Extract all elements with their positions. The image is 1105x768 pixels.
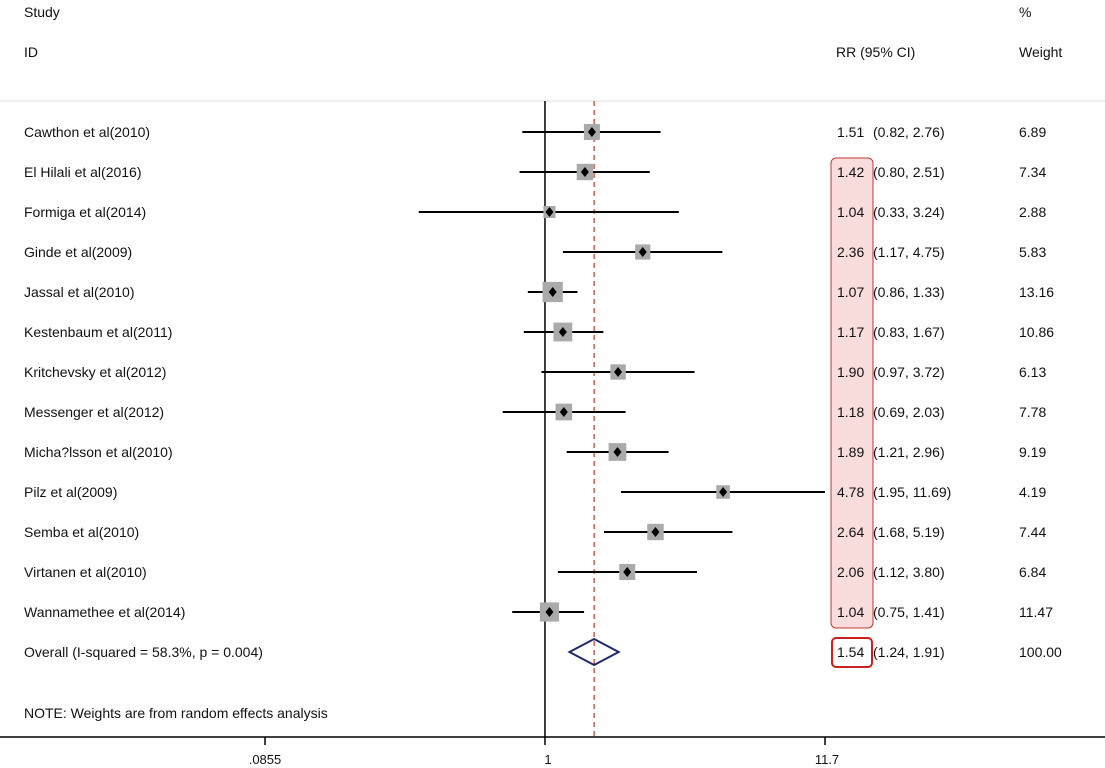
weight-value: 2.88 bbox=[1019, 204, 1047, 220]
ci-text: (1.95, 11.69) bbox=[873, 484, 952, 500]
point-estimate bbox=[719, 487, 728, 497]
ci-text: (0.82, 2.76) bbox=[873, 124, 945, 140]
study-label: Pilz et al(2009) bbox=[24, 484, 118, 500]
ci-text: (0.97, 3.72) bbox=[873, 364, 945, 380]
overall-rr-box bbox=[831, 637, 873, 668]
study-label: Semba et al(2010) bbox=[24, 524, 140, 540]
rr-value: 2.64 bbox=[837, 524, 865, 540]
study-label: El Hilali et al(2016) bbox=[24, 164, 142, 180]
study-label: Wannamethee et al(2014) bbox=[24, 604, 186, 620]
weight-value: 7.78 bbox=[1019, 404, 1047, 420]
weight-value: 13.16 bbox=[1019, 284, 1055, 300]
x-tick-label: 11.7 bbox=[814, 752, 840, 767]
study-label: Formiga et al(2014) bbox=[24, 204, 147, 220]
ci-text: (0.33, 3.24) bbox=[873, 204, 945, 220]
point-estimate bbox=[623, 567, 632, 577]
study-label: Cawthon et al(2010) bbox=[24, 124, 151, 140]
point-estimate bbox=[548, 287, 557, 297]
study-label: Kestenbaum et al(2011) bbox=[24, 324, 173, 340]
study-label: Kritchevsky et al(2012) bbox=[24, 364, 167, 380]
study-label: Micha?lsson et al(2010) bbox=[24, 444, 173, 460]
rr-value: 1.04 bbox=[837, 604, 865, 620]
weight-value: 7.34 bbox=[1019, 164, 1047, 180]
weight-value: 7.44 bbox=[1019, 524, 1047, 540]
x-tick-label: .0855 bbox=[248, 752, 282, 767]
study-label: Virtanen et al(2010) bbox=[24, 564, 147, 580]
header-effect: RR (95% CI) bbox=[836, 44, 916, 60]
ci-text: (0.69, 2.03) bbox=[873, 404, 945, 420]
ci-text: (1.21, 2.96) bbox=[873, 444, 945, 460]
rr-value: 1.04 bbox=[837, 204, 865, 220]
ci-text: (0.80, 2.51) bbox=[873, 164, 945, 180]
weight-value: 6.13 bbox=[1019, 364, 1047, 380]
header-weight: Weight bbox=[1019, 44, 1063, 60]
point-estimate bbox=[545, 607, 554, 617]
study-label: Messenger et al(2012) bbox=[24, 404, 165, 420]
rr-value: 1.17 bbox=[837, 324, 865, 340]
header-percent: % bbox=[1019, 4, 1032, 20]
weight-value: 6.84 bbox=[1019, 564, 1047, 580]
overall-weight-value: 100.00 bbox=[1019, 644, 1062, 660]
overall-rr-value: 1.54 bbox=[837, 644, 865, 660]
study-label: Ginde et al(2009) bbox=[24, 244, 133, 260]
point-estimate bbox=[558, 327, 567, 337]
overall-diamond bbox=[567, 637, 621, 667]
ci-text: (0.83, 1.67) bbox=[873, 324, 945, 340]
rr-value: 1.07 bbox=[837, 284, 865, 300]
rr-value: 1.90 bbox=[837, 364, 865, 380]
point-estimate bbox=[614, 367, 623, 377]
point-estimate bbox=[587, 127, 596, 137]
ci-text: (0.75, 1.41) bbox=[873, 604, 945, 620]
note-text: NOTE: Weights are from random effects an… bbox=[24, 705, 328, 721]
rr-value: 1.51 bbox=[837, 124, 865, 140]
rr-value: 2.06 bbox=[837, 564, 865, 580]
point-estimate bbox=[651, 527, 660, 537]
rr-value: 1.18 bbox=[837, 404, 865, 420]
point-estimate bbox=[580, 167, 589, 177]
point-estimate bbox=[613, 447, 622, 457]
weight-value: 4.19 bbox=[1019, 484, 1047, 500]
point-estimate bbox=[638, 247, 647, 257]
rr-value: 2.36 bbox=[837, 244, 865, 260]
weight-value: 11.47 bbox=[1019, 604, 1053, 620]
weight-value: 9.19 bbox=[1019, 444, 1047, 460]
weight-value: 10.86 bbox=[1019, 324, 1055, 340]
x-tick-label: 1 bbox=[544, 752, 552, 767]
ci-text: (1.68, 5.19) bbox=[873, 524, 945, 540]
ci-text: (0.86, 1.33) bbox=[873, 284, 945, 300]
point-estimate bbox=[559, 407, 568, 417]
ci-text: (1.17, 4.75) bbox=[873, 244, 945, 260]
header-study: Study bbox=[24, 4, 60, 20]
rr-value: 1.89 bbox=[837, 444, 865, 460]
rr-highlight-band bbox=[830, 157, 874, 629]
rr-value: 1.42 bbox=[837, 164, 865, 180]
overall-label: Overall (I-squared = 58.3%, p = 0.004) bbox=[24, 644, 263, 660]
study-label: Jassal et al(2010) bbox=[24, 284, 135, 300]
weight-value: 6.89 bbox=[1019, 124, 1047, 140]
ci-text: (1.12, 3.80) bbox=[873, 564, 945, 580]
rr-value: 4.78 bbox=[837, 484, 865, 500]
overall-ci-text: (1.24, 1.91) bbox=[873, 644, 945, 660]
point-estimate bbox=[545, 207, 554, 217]
header-id: ID bbox=[24, 44, 38, 60]
weight-value: 5.83 bbox=[1019, 244, 1047, 260]
